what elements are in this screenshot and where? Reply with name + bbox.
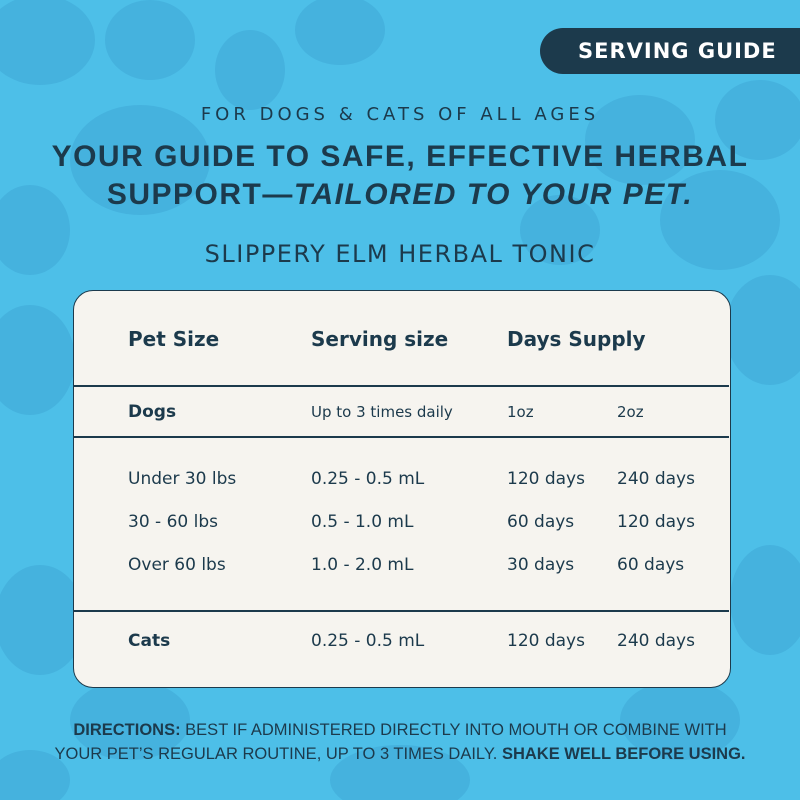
divider	[74, 436, 729, 438]
divider	[74, 385, 729, 387]
directions-text: YOUR PET’S REGULAR ROUTINE, UP TO 3 TIME…	[54, 745, 498, 763]
table-cell: Up to 3 times daily	[311, 403, 453, 421]
directions: DIRECTIONS: BEST IF ADMINISTERED DIRECTL…	[0, 718, 800, 766]
table-cell: 120 days	[617, 512, 695, 532]
table-cell: Dogs	[128, 402, 177, 422]
product-name: SLIPPERY ELM HERBAL TONIC	[204, 240, 596, 268]
table-cell: 30 - 60 lbs	[128, 512, 218, 532]
divider	[74, 610, 729, 612]
table-cell: Over 60 lbs	[128, 555, 226, 575]
table-cell: 240 days	[617, 469, 695, 489]
table-cell: 1oz	[507, 403, 534, 421]
table-cell: 120 days	[507, 631, 585, 651]
headline-emphasis: TAILORED TO YOUR PET.	[293, 178, 694, 211]
table-cell: 60 days	[617, 555, 685, 575]
table-cell: 30 days	[507, 555, 575, 575]
headline-part: SUPPORT—	[106, 178, 294, 211]
directions-label: DIRECTIONS:	[73, 721, 181, 739]
table-cell: 0.25 - 0.5 mL	[311, 631, 425, 651]
table-cell: 0.5 - 1.0 mL	[311, 512, 414, 532]
table-cell: Serving size	[311, 327, 449, 351]
badge: SERVING GUIDE	[540, 28, 800, 74]
table-cell: 0.25 - 0.5 mL	[311, 469, 425, 489]
table-cell: 240 days	[617, 631, 695, 651]
eyebrow: FOR DOGS & CATS OF ALL AGES	[200, 104, 600, 125]
directions-emphasis: SHAKE WELL BEFORE USING.	[501, 745, 746, 763]
directions-text: BEST IF ADMINISTERED DIRECTLY INTO MOUTH…	[185, 721, 727, 739]
headline: YOUR GUIDE TO SAFE, EFFECTIVE HERBAL	[51, 140, 749, 173]
serving-table: Pet Size Serving size Days Supply Dogs Up to…	[73, 290, 731, 688]
table-cell: 120 days	[507, 469, 585, 489]
headline: SUPPORT—TAILORED TO YOUR PET.	[0, 178, 800, 212]
table-cell: 1.0 - 2.0 mL	[311, 555, 414, 575]
table-cell: Days Supply	[507, 327, 646, 351]
table-cell: Under 30 lbs	[128, 469, 237, 489]
table-cell: 60 days	[507, 512, 575, 532]
table-cell: 2oz	[617, 403, 644, 421]
table-cell: Cats	[128, 631, 171, 651]
table-cell: Pet Size	[128, 327, 220, 351]
